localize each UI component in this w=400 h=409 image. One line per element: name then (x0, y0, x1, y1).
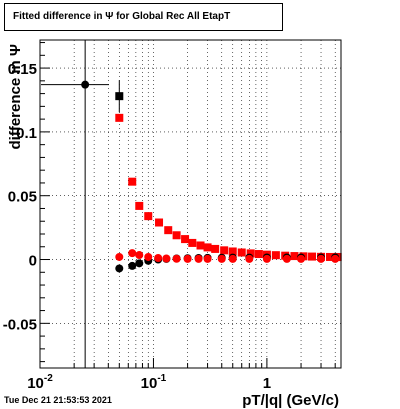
circle-marker (135, 251, 144, 260)
circle-marker (282, 254, 291, 263)
circle-marker (128, 261, 137, 270)
plot-frame (39, 39, 342, 369)
square-marker (181, 235, 190, 244)
x-tick-label: 10-2 (27, 373, 53, 392)
circle-marker (115, 264, 124, 273)
x-tick-label: 1 (263, 375, 271, 392)
square-marker (188, 238, 197, 247)
y-tick-label: 0.1 (16, 125, 37, 142)
square-marker (211, 244, 220, 253)
circle-marker (154, 253, 163, 262)
circle-marker (172, 254, 181, 263)
square-marker (290, 252, 299, 261)
circle-marker (217, 254, 226, 263)
y-tick-label: 0.05 (8, 189, 37, 206)
circle-marker (162, 254, 171, 263)
circle-marker (228, 254, 237, 263)
y-tick-label: -0.05 (3, 316, 37, 333)
square-marker (308, 252, 317, 261)
x-axis-label: pT/|q| (GeV/c) (242, 392, 339, 409)
circle-marker (81, 80, 90, 89)
square-marker (237, 248, 246, 257)
axes: 0.15 0.1 0.05 0 -0.05 10-2 10-1 1 (3, 42, 336, 392)
square-marker (128, 177, 137, 186)
y-tick-label: 0.15 (8, 61, 37, 78)
circle-marker (317, 254, 326, 263)
square-marker (228, 247, 237, 256)
square-marker (326, 252, 335, 261)
square-marker (172, 231, 181, 240)
square-marker (144, 212, 153, 221)
chart-title: Fitted difference in Ψ for Global Rec Al… (13, 11, 231, 22)
circle-marker (115, 252, 124, 261)
y-axis-label: difference in Ψ (7, 44, 24, 150)
square-marker (164, 226, 173, 235)
x-tick-label: 10-1 (141, 373, 167, 392)
title-box: Fitted difference in Ψ for Global Rec Al… (4, 3, 283, 31)
square-marker (246, 249, 255, 258)
circle-marker (135, 259, 144, 268)
square-marker (135, 201, 144, 210)
square-marker (203, 243, 212, 252)
circle-marker (128, 249, 137, 258)
square-marker (254, 250, 263, 259)
data-points (41, 40, 342, 368)
circle-marker (331, 254, 340, 263)
square-marker (196, 241, 205, 250)
circle-marker (183, 254, 192, 263)
square-marker (155, 218, 164, 227)
circle-marker (203, 254, 212, 263)
timestamp: Tue Dec 21 21:53:53 2021 (4, 395, 112, 405)
square-marker (115, 113, 124, 122)
circle-marker (262, 254, 271, 263)
square-marker (220, 246, 229, 255)
square-marker (115, 92, 124, 101)
square-marker (271, 251, 280, 260)
circle-marker (245, 254, 254, 263)
circle-marker (144, 252, 153, 261)
y-tick-label: 0 (29, 253, 37, 270)
circle-marker (297, 254, 306, 263)
circle-marker (194, 254, 203, 263)
